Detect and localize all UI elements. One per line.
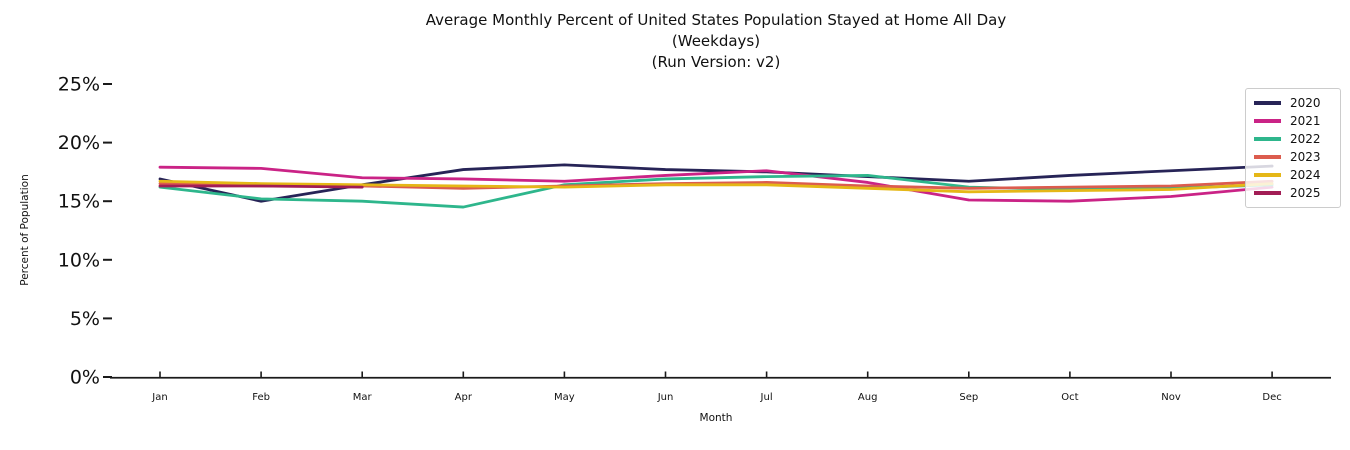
x-tick-label: Jan: [151, 392, 167, 403]
series-line-2021: [158, 165, 1274, 203]
chart-title-line-3: (Run Version: v2): [651, 53, 781, 71]
legend-swatch-2021: [1254, 119, 1281, 123]
legend-label-2020: 2020: [1290, 96, 1321, 110]
legend-item-2024: 2024: [1254, 166, 1333, 184]
y-tick-label: 20%: [58, 132, 100, 154]
x-axis-label: Month: [699, 412, 733, 424]
legend-swatch-2023: [1254, 155, 1281, 159]
chart-title-line-2: (Weekdays): [671, 32, 761, 50]
legend-label-2024: 2024: [1290, 168, 1321, 182]
x-tick-label: Feb: [252, 392, 270, 403]
x-tick-label: Apr: [455, 392, 473, 403]
chart-title-line-1: Average Monthly Percent of United States…: [425, 11, 1007, 29]
legend: 2020 2021 2022 2023 2024 2025: [1245, 88, 1341, 208]
legend-label-2023: 2023: [1290, 150, 1321, 164]
legend-swatch-2025: [1254, 191, 1281, 195]
legend-swatch-2022: [1254, 137, 1281, 141]
chart-title: Average Monthly Percent of United States…: [110, 10, 1322, 73]
x-tick-label: Mar: [353, 392, 373, 403]
legend-item-2022: 2022: [1254, 130, 1333, 148]
legend-label-2022: 2022: [1290, 132, 1321, 146]
legend-swatch-2020: [1254, 101, 1281, 105]
legend-label-2021: 2021: [1290, 114, 1321, 128]
legend-item-2020: 2020: [1254, 94, 1333, 112]
series-line-2025: [158, 184, 364, 189]
legend-item-2025: 2025: [1254, 184, 1333, 202]
legend-item-2021: 2021: [1254, 112, 1333, 130]
legend-swatch-2024: [1254, 173, 1281, 177]
legend-label-2025: 2025: [1290, 186, 1321, 200]
x-tick-label: Jun: [657, 392, 674, 403]
y-tick-label: 0%: [70, 367, 100, 389]
y-tick-label: 25%: [58, 74, 100, 96]
y-tick-label: 15%: [58, 191, 100, 213]
x-tick-label: Jul: [760, 392, 773, 403]
series-line-2024: [158, 179, 1274, 194]
x-tick-label: Oct: [1061, 392, 1078, 403]
x-tick-label: Sep: [959, 392, 978, 403]
y-tick-label: 10%: [58, 249, 100, 271]
x-tick-label: Aug: [858, 392, 878, 403]
x-tick-label: Nov: [1161, 392, 1181, 403]
legend-item-2023: 2023: [1254, 148, 1333, 166]
x-tick-label: May: [554, 392, 575, 403]
y-tick-label: 5%: [70, 308, 100, 330]
x-tick-label: Dec: [1262, 392, 1281, 403]
